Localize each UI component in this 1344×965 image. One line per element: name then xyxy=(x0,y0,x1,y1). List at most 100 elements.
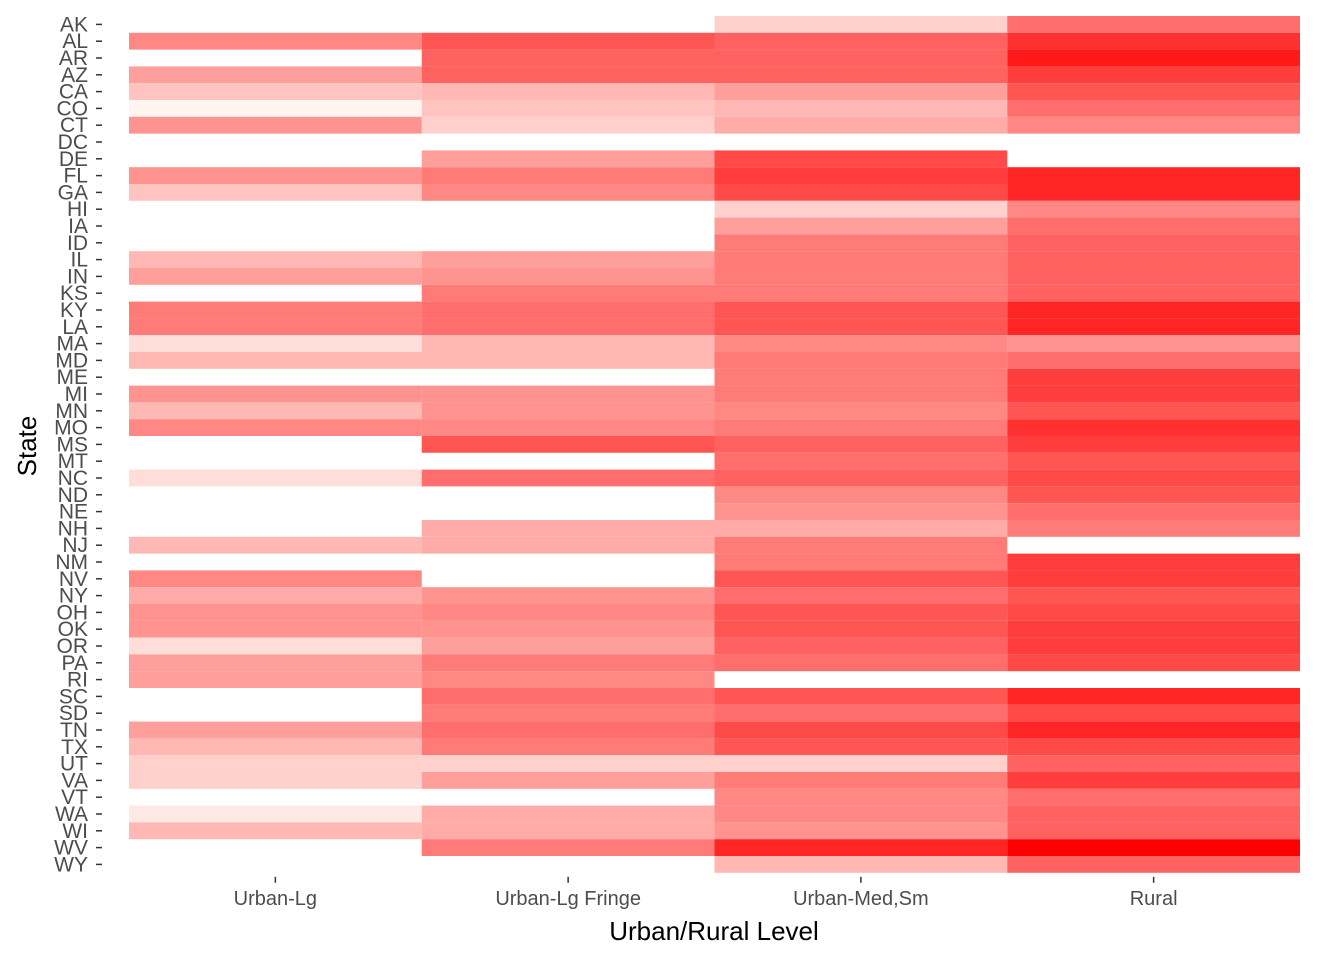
heatmap-cell-mo-0 xyxy=(129,419,422,436)
y-tick-label: OH xyxy=(57,601,89,624)
heatmap-cell-nv-2 xyxy=(714,570,1008,588)
heatmap-cell-ny-3 xyxy=(1007,587,1300,604)
heatmap-cell-mn-2 xyxy=(714,402,1008,420)
heatmap-cell-oh-2 xyxy=(714,604,1008,621)
heatmap-cell-ma-3 xyxy=(1007,335,1300,352)
heatmap-cell-tn-3 xyxy=(1007,721,1300,739)
heatmap-cell-nj-1 xyxy=(421,536,715,554)
heatmap-cell-ny-1 xyxy=(421,587,715,604)
heatmap-cell-ga-1 xyxy=(421,184,715,201)
heatmap-cell-ks-3 xyxy=(1007,284,1300,302)
y-tick-label: IL xyxy=(70,249,88,272)
heatmap-cell-oh-1 xyxy=(421,604,715,621)
heatmap-cell-va-2 xyxy=(714,772,1008,789)
heatmap-cell-id-3 xyxy=(1007,234,1300,252)
heatmap-cell-co-2 xyxy=(714,100,1008,117)
heatmap-cell-sc-3 xyxy=(1007,688,1300,705)
heatmap-cell-me-2 xyxy=(714,368,1008,386)
heatmap-cell-ok-3 xyxy=(1007,620,1300,638)
heatmap-cell-nv-3 xyxy=(1007,570,1300,588)
y-tick-label: NV xyxy=(59,568,88,591)
heatmap-cell-pa-3 xyxy=(1007,654,1300,672)
heatmap-cell-wa-0 xyxy=(129,805,422,823)
heatmap-cell-tn-1 xyxy=(421,721,715,739)
heatmap-cell-ok-2 xyxy=(714,620,1008,638)
heatmap-cell-ok-1 xyxy=(421,620,715,638)
y-tick-label: SD xyxy=(59,702,88,725)
heatmap-cell-fl-3 xyxy=(1007,167,1300,184)
heatmap-cell-tn-2 xyxy=(714,721,1008,739)
heatmap-cell-mo-2 xyxy=(714,419,1008,436)
heatmap-cell-hi-3 xyxy=(1007,200,1300,218)
heatmap-cell-az-0 xyxy=(129,66,422,84)
heatmap-cell-de-1 xyxy=(421,150,715,168)
x-tick-label: Urban-Lg Fringe xyxy=(495,888,641,910)
heatmap-cell-tx-1 xyxy=(421,738,715,756)
heatmap-cell-sc-1 xyxy=(421,688,715,705)
heatmap-cell-co-0 xyxy=(129,100,422,117)
heatmap-cells xyxy=(129,16,1300,873)
heatmap-cell-ks-2 xyxy=(714,284,1008,302)
heatmap-cell-ky-0 xyxy=(129,301,422,319)
heatmap-cell-nh-2 xyxy=(714,520,1008,537)
heatmap-cell-ne-3 xyxy=(1007,503,1300,520)
heatmap-cell-co-1 xyxy=(421,100,715,117)
heatmap-cell-wa-2 xyxy=(714,805,1008,823)
heatmap-cell-ia-2 xyxy=(714,217,1008,235)
heatmap-cell-in-1 xyxy=(421,268,715,285)
y-axis: AKALARAZCACOCTDCDEFLGAHIIAIDILINKSKYLAMA… xyxy=(54,13,102,876)
heatmap-cell-fl-2 xyxy=(714,167,1008,184)
heatmap-cell-mn-1 xyxy=(421,402,715,420)
heatmap-cell-wi-3 xyxy=(1007,822,1300,840)
heatmap-cell-de-2 xyxy=(714,150,1008,168)
heatmap-cell-al-0 xyxy=(129,32,422,50)
y-tick-label: RI xyxy=(67,669,88,692)
heatmap-cell-md-2 xyxy=(714,352,1008,369)
heatmap-cell-ct-2 xyxy=(714,116,1008,134)
heatmap-cell-wv-2 xyxy=(714,839,1008,856)
heatmap-cell-ri-0 xyxy=(129,671,422,688)
heatmap-cell-ut-1 xyxy=(421,755,715,772)
y-tick-label: IA xyxy=(68,215,88,238)
y-axis-title: State xyxy=(12,416,42,477)
y-tick-label: GA xyxy=(58,181,88,204)
heatmap-cell-va-1 xyxy=(421,772,715,789)
heatmap-cell-al-1 xyxy=(421,32,715,50)
heatmap-cell-il-1 xyxy=(421,251,715,268)
heatmap-cell-ak-2 xyxy=(714,16,1008,33)
heatmap-cell-ri-1 xyxy=(421,671,715,688)
y-tick-label: OR xyxy=(57,635,89,658)
y-tick-label: NY xyxy=(59,585,88,608)
heatmap-cell-ga-0 xyxy=(129,184,422,201)
heatmap-cell-nm-3 xyxy=(1007,553,1300,571)
y-tick-label: WI xyxy=(62,820,88,843)
y-tick-label: DE xyxy=(59,148,88,171)
heatmap-cell-al-2 xyxy=(714,32,1008,50)
y-tick-label: MA xyxy=(57,333,89,356)
y-tick-label: LA xyxy=(62,316,88,339)
heatmap-cell-vt-3 xyxy=(1007,788,1300,806)
y-tick-label: MD xyxy=(55,349,88,372)
heatmap-cell-az-3 xyxy=(1007,66,1300,84)
heatmap-cell-in-2 xyxy=(714,268,1008,285)
heatmap-cell-ct-3 xyxy=(1007,116,1300,134)
heatmap-cell-la-0 xyxy=(129,318,422,336)
heatmap-cell-la-3 xyxy=(1007,318,1300,336)
y-tick-label: HI xyxy=(67,198,88,221)
heatmap-cell-tx-0 xyxy=(129,738,422,756)
heatmap-cell-ak-3 xyxy=(1007,16,1300,33)
heatmap-cell-wy-3 xyxy=(1007,856,1300,873)
heatmap-cell-ny-2 xyxy=(714,587,1008,604)
heatmap-cell-md-3 xyxy=(1007,352,1300,369)
heatmap-cell-mi-1 xyxy=(421,385,715,403)
y-tick-label: WY xyxy=(54,853,88,876)
heatmap-cell-ny-0 xyxy=(129,587,422,604)
heatmap-cell-va-3 xyxy=(1007,772,1300,789)
heatmap-cell-ms-1 xyxy=(421,436,715,453)
heatmap-cell-nc-0 xyxy=(129,469,422,487)
y-tick-label: ME xyxy=(57,366,89,389)
heatmap-cell-wy-2 xyxy=(714,856,1008,873)
heatmap-cell-mi-0 xyxy=(129,385,422,403)
